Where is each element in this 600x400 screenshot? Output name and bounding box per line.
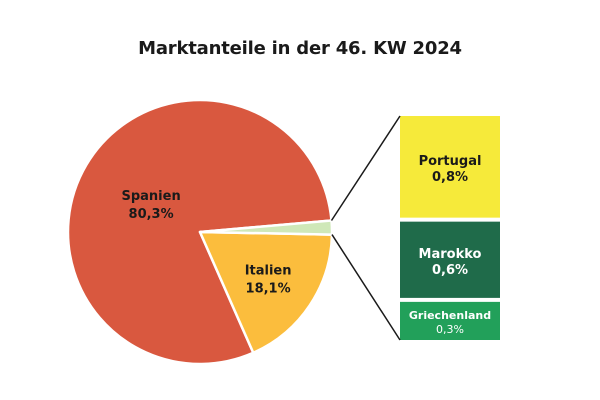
breakout-label-griechenland: Griechenland (409, 309, 491, 322)
connector-line-top (330, 115, 401, 221)
breakout-value-griechenland: 0,3% (436, 323, 464, 336)
breakout-value-marokko: 0,6% (432, 263, 468, 278)
breakout-bar-griechenland (400, 301, 500, 340)
slice-label-spanien: Spanien (121, 189, 180, 204)
connector-line-bottom (331, 234, 401, 341)
slice-value-italien: 18,1% (246, 281, 291, 296)
pie-slice-andere (198, 219, 334, 236)
breakout-value-portugal: 0,8% (432, 170, 468, 185)
breakout-bar-marokko (400, 221, 500, 298)
slice-value-spanien: 80,3% (129, 207, 174, 222)
breakout-label-portugal: Portugal (419, 154, 482, 169)
pie-slice-italien (198, 230, 334, 355)
chart-title: Marktanteile in der 46. KW 2024 (138, 38, 462, 59)
breakout-label-marokko: Marokko (419, 247, 482, 262)
breakout-bar-portugal (400, 116, 500, 218)
slice-label-italien: Italien (245, 263, 292, 278)
